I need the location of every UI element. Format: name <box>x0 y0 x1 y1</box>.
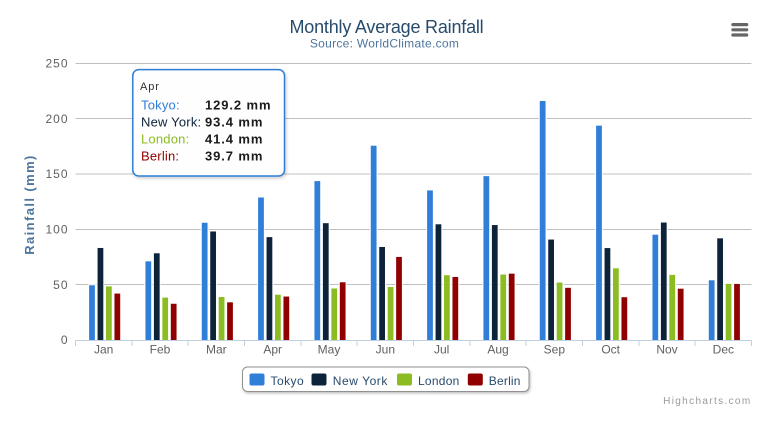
svg-text:Aug: Aug <box>487 342 508 356</box>
svg-text:New York:: New York: <box>141 115 201 130</box>
svg-text:Mar: Mar <box>206 342 227 356</box>
svg-text:Highcharts.com: Highcharts.com <box>663 396 751 407</box>
svg-text:May: May <box>318 342 341 356</box>
svg-text:129.2 mm: 129.2 mm <box>205 98 271 113</box>
svg-text:Berlin:: Berlin: <box>141 149 179 164</box>
svg-text:New York: New York <box>333 374 389 388</box>
svg-text:200: 200 <box>45 112 68 126</box>
svg-text:Jul: Jul <box>434 342 449 356</box>
svg-text:Nov: Nov <box>656 342 677 356</box>
svg-text:250: 250 <box>45 57 68 71</box>
svg-text:Source: WorldClimate.com: Source: WorldClimate.com <box>310 37 459 51</box>
svg-text:Tokyo: Tokyo <box>271 374 305 388</box>
svg-text:Dec: Dec <box>713 342 734 356</box>
svg-text:Sep: Sep <box>544 342 566 356</box>
svg-text:Apr: Apr <box>140 81 160 93</box>
svg-text:150: 150 <box>45 167 68 181</box>
svg-text:London:: London: <box>141 132 189 147</box>
svg-text:Oct: Oct <box>601 342 620 356</box>
svg-text:Monthly Average Rainfall: Monthly Average Rainfall <box>290 17 484 37</box>
svg-text:41.4 mm: 41.4 mm <box>205 132 263 147</box>
svg-text:39.7 mm: 39.7 mm <box>205 149 263 164</box>
svg-text:Jun: Jun <box>376 342 395 356</box>
svg-text:Berlin: Berlin <box>489 374 521 388</box>
svg-text:Feb: Feb <box>150 342 171 356</box>
svg-text:Tokyo:: Tokyo: <box>141 98 180 113</box>
svg-text:100: 100 <box>45 223 68 237</box>
svg-text:London: London <box>418 374 460 388</box>
svg-text:50: 50 <box>53 278 68 292</box>
svg-text:Rainfall (mm): Rainfall (mm) <box>22 154 37 255</box>
svg-text:Jan: Jan <box>94 342 113 356</box>
svg-text:0: 0 <box>61 333 69 347</box>
svg-text:93.4 mm: 93.4 mm <box>205 115 263 130</box>
svg-text:Apr: Apr <box>263 342 282 356</box>
